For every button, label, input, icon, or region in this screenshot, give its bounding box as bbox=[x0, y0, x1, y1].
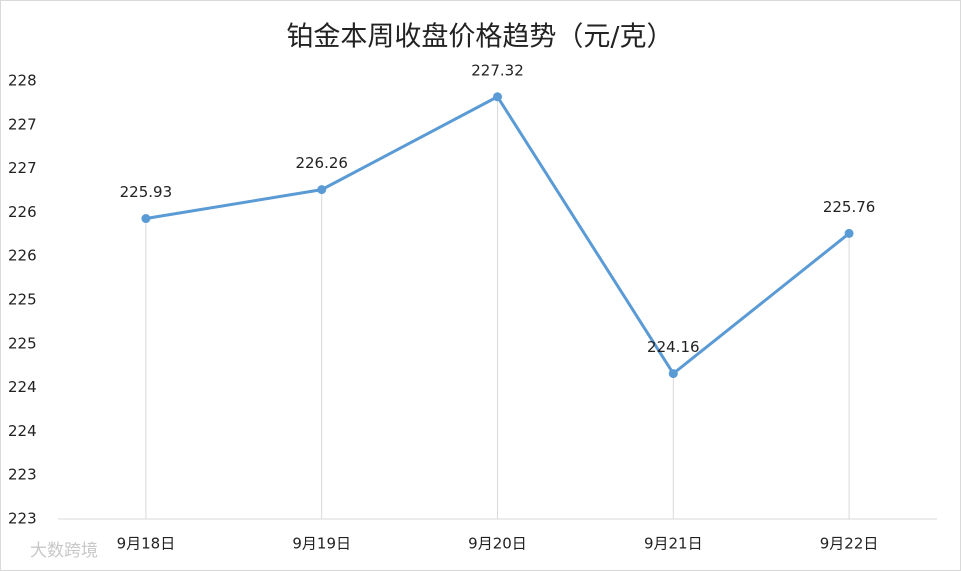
y-tick-label: 223 bbox=[8, 510, 37, 528]
y-tick-label: 226 bbox=[8, 203, 37, 221]
point bbox=[844, 228, 854, 238]
watermark: 大数跨境 bbox=[30, 541, 98, 561]
chart-title: 铂金本周收盘价格趋势（元/克） bbox=[286, 22, 673, 53]
data-label: 227.32 bbox=[471, 61, 524, 79]
y-tick-label: 224 bbox=[8, 378, 37, 396]
y-tick-label: 228 bbox=[8, 72, 37, 90]
x-tick-label: 9月20日 bbox=[468, 535, 527, 553]
x-tick-label: 9月22日 bbox=[820, 535, 879, 553]
data-label: 224.16 bbox=[647, 338, 700, 356]
point bbox=[141, 214, 151, 224]
x-tick-label: 9月18日 bbox=[117, 535, 176, 553]
data-label: 225.76 bbox=[823, 198, 876, 216]
y-tick-label: 226 bbox=[8, 247, 37, 265]
data-label: 226.26 bbox=[295, 154, 348, 172]
x-tick-label: 9月21日 bbox=[644, 535, 703, 553]
y-tick-label: 223 bbox=[8, 466, 37, 484]
y-tick-label: 225 bbox=[8, 334, 37, 352]
point bbox=[668, 369, 678, 379]
point bbox=[493, 92, 502, 102]
y-tick-label: 225 bbox=[8, 291, 37, 309]
x-tick-label: 9月19日 bbox=[292, 535, 351, 553]
y-tick-label: 227 bbox=[8, 115, 37, 133]
data-label: 225.93 bbox=[120, 183, 173, 201]
point bbox=[317, 185, 327, 195]
y-tick-label: 227 bbox=[8, 159, 37, 177]
y-tick-label: 224 bbox=[8, 422, 37, 440]
